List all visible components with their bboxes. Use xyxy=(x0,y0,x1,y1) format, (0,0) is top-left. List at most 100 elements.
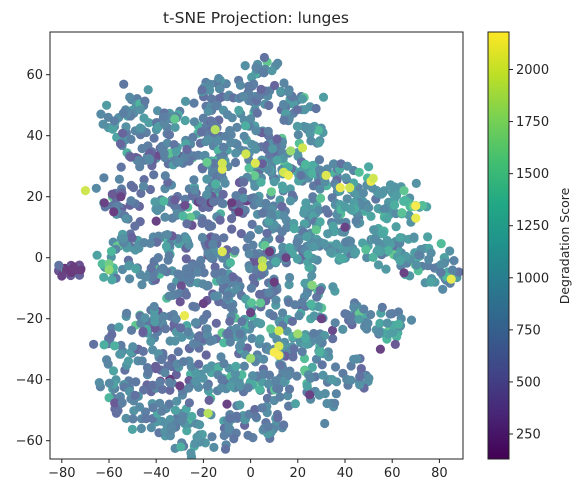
scatter-point xyxy=(355,168,364,177)
y-tick-label: 60 xyxy=(26,68,43,83)
scatter-point xyxy=(192,433,201,442)
scatter-point xyxy=(241,149,250,158)
x-axis: −80 −60 −40 −20 0 20 40 60 80 xyxy=(48,459,448,481)
scatter-point xyxy=(176,442,185,451)
scatter-point xyxy=(139,114,148,123)
scatter-point xyxy=(187,412,196,421)
scatter-point xyxy=(231,149,240,158)
scatter-point xyxy=(162,242,171,251)
scatter-point xyxy=(207,254,216,263)
scatter-point xyxy=(139,347,148,356)
scatter-point xyxy=(198,233,207,242)
scatter-point xyxy=(145,155,154,164)
scatter-point xyxy=(109,207,118,216)
scatter-point xyxy=(225,317,234,326)
scatter-point xyxy=(194,332,203,341)
scatter-point xyxy=(246,114,255,123)
scatter-point xyxy=(376,345,385,354)
scatter-point xyxy=(243,431,252,440)
scatter-point xyxy=(126,135,135,144)
scatter-point xyxy=(104,265,113,274)
y-tick-label: −20 xyxy=(16,312,43,327)
scatter-point xyxy=(167,426,176,435)
scatter-point xyxy=(341,173,350,182)
scatter-point xyxy=(423,232,432,241)
scatter-point xyxy=(224,328,233,337)
scatter-point xyxy=(199,299,208,308)
scatter-point xyxy=(257,85,266,94)
scatter-point xyxy=(248,241,257,250)
scatter-point xyxy=(211,179,220,188)
y-tick-label: −40 xyxy=(16,373,43,388)
scatter-point xyxy=(308,192,317,201)
scatter-point xyxy=(203,382,212,391)
scatter-point xyxy=(349,302,358,311)
scatter-point xyxy=(247,334,256,343)
scatter-point xyxy=(159,197,168,206)
scatter-point xyxy=(147,264,156,273)
scatter-point xyxy=(262,229,271,238)
scatter-point xyxy=(281,253,290,262)
x-tick-label: −80 xyxy=(48,466,75,481)
scatter-point xyxy=(291,399,300,408)
scatter-point xyxy=(150,134,159,143)
scatter-point xyxy=(320,419,329,428)
scatter-point xyxy=(199,114,208,123)
scatter-point xyxy=(279,78,288,87)
scatter-point xyxy=(182,234,191,243)
scatter-point xyxy=(248,371,257,380)
scatter-point xyxy=(412,260,421,269)
scatter-point xyxy=(343,162,352,171)
scatter-point xyxy=(237,317,246,326)
scatter-point xyxy=(110,116,119,125)
y-tick-label: 0 xyxy=(35,251,43,266)
scatter-point xyxy=(227,198,236,207)
scatter-point xyxy=(177,416,186,425)
scatter-point xyxy=(426,277,435,286)
scatter-point xyxy=(170,336,179,345)
scatter-point xyxy=(267,187,276,196)
scatter-point xyxy=(140,313,149,322)
scatter-point xyxy=(246,354,255,363)
scatter-point xyxy=(167,283,176,292)
scatter-point xyxy=(136,105,145,114)
scatter-point xyxy=(298,347,307,356)
scatter-point xyxy=(127,326,136,335)
scatter-point xyxy=(219,233,228,242)
scatter-point xyxy=(217,199,226,208)
scatter-point xyxy=(155,378,164,387)
scatter-point xyxy=(274,384,283,393)
colorbar-tick-label: 1250 xyxy=(516,219,549,234)
scatter-point xyxy=(342,310,351,319)
scatter-point xyxy=(436,268,445,277)
scatter-point xyxy=(230,246,239,255)
scatter-point xyxy=(159,112,168,121)
scatter-point xyxy=(374,245,383,254)
colorbar-tick-label: 250 xyxy=(516,428,541,443)
scatter-point xyxy=(264,165,273,174)
x-tick-label: 60 xyxy=(384,466,401,481)
scatter-point xyxy=(264,422,273,431)
scatter-point xyxy=(164,292,173,301)
scatter-point xyxy=(102,101,111,110)
scatter-point xyxy=(107,330,116,339)
scatter-point xyxy=(246,231,255,240)
scatter-point xyxy=(322,171,331,180)
colorbar-tick-label: 750 xyxy=(516,323,541,338)
scatter-point xyxy=(409,233,418,242)
scatter-point xyxy=(223,110,232,119)
scatter-point xyxy=(264,101,273,110)
scatter-point xyxy=(222,400,231,409)
scatter-point xyxy=(239,194,248,203)
scatter-point xyxy=(153,206,162,215)
scatter-point xyxy=(273,413,282,422)
scatter-point xyxy=(366,310,375,319)
scatter-point xyxy=(81,186,90,195)
scatter-point xyxy=(234,106,243,115)
scatter-point xyxy=(331,318,340,327)
scatter-point xyxy=(209,197,218,206)
scatter-point xyxy=(128,425,137,434)
y-tick-label: 40 xyxy=(26,129,43,144)
scatter-point xyxy=(288,317,297,326)
scatter-point xyxy=(202,350,211,359)
